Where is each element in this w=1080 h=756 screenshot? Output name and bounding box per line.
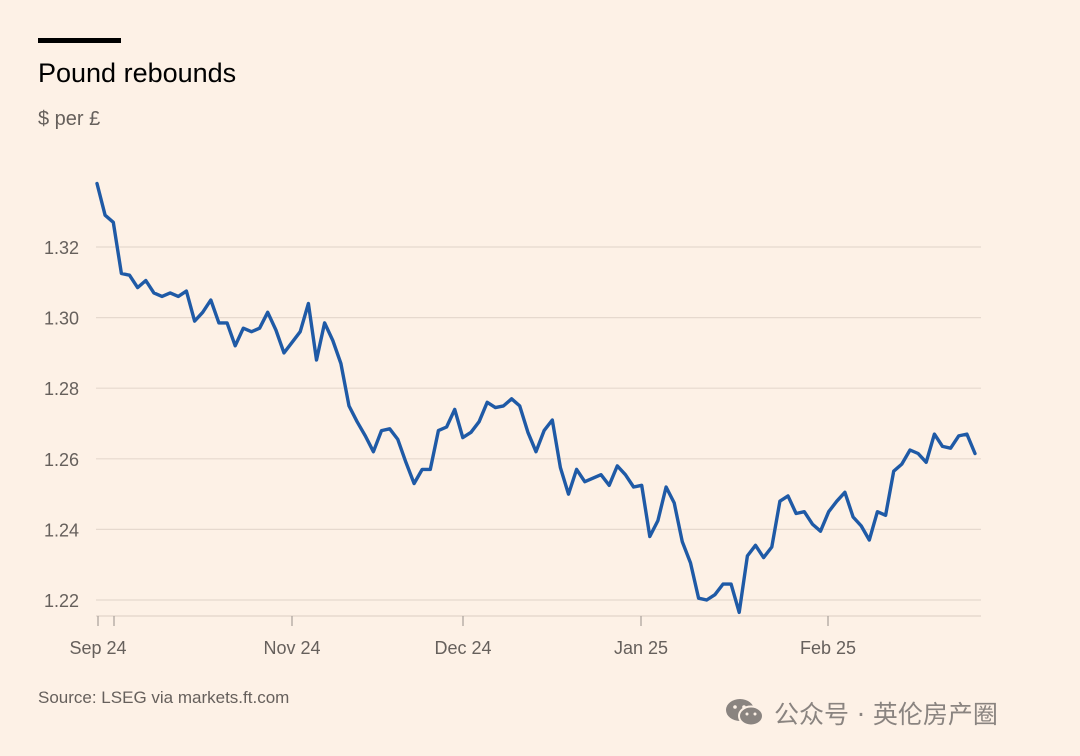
watermark: 公众号 · 英伦房产圈 bbox=[724, 696, 998, 730]
watermark-text: 公众号 · 英伦房产圈 bbox=[774, 700, 998, 729]
y-tick-label: 1.24 bbox=[44, 520, 79, 540]
y-tick-label: 1.30 bbox=[44, 309, 79, 329]
series-layer bbox=[95, 181, 977, 615]
y-axis-ticks: 1.22 1.24 1.26 1.28 1.30 1.32 bbox=[44, 238, 79, 611]
x-tick-label: Dec 24 bbox=[434, 638, 491, 658]
x-tick-label: Sep 24 bbox=[69, 638, 126, 658]
x-tick-label: Nov 24 bbox=[263, 638, 320, 658]
chart-title: Pound rebounds bbox=[38, 58, 237, 88]
y-tick-label: 1.26 bbox=[44, 450, 79, 470]
x-tick-label: Jan 25 bbox=[614, 638, 668, 658]
y-tick-label: 1.22 bbox=[44, 591, 79, 611]
y-tick-label: 1.32 bbox=[44, 238, 79, 258]
chart-subtitle: $ per £ bbox=[38, 108, 101, 130]
x-tick-label: Feb 25 bbox=[800, 638, 856, 658]
source-note: Source: LSEG via markets.ft.com bbox=[38, 688, 290, 707]
gridlines bbox=[96, 246, 981, 601]
x-axis: Sep 24 Nov 24 Dec 24 Jan 25 Feb 25 bbox=[69, 615, 981, 658]
y-tick-label: 1.28 bbox=[44, 379, 79, 399]
wechat-icon bbox=[726, 699, 764, 727]
series-line bbox=[95, 181, 977, 615]
title-accent-bar bbox=[38, 38, 121, 43]
